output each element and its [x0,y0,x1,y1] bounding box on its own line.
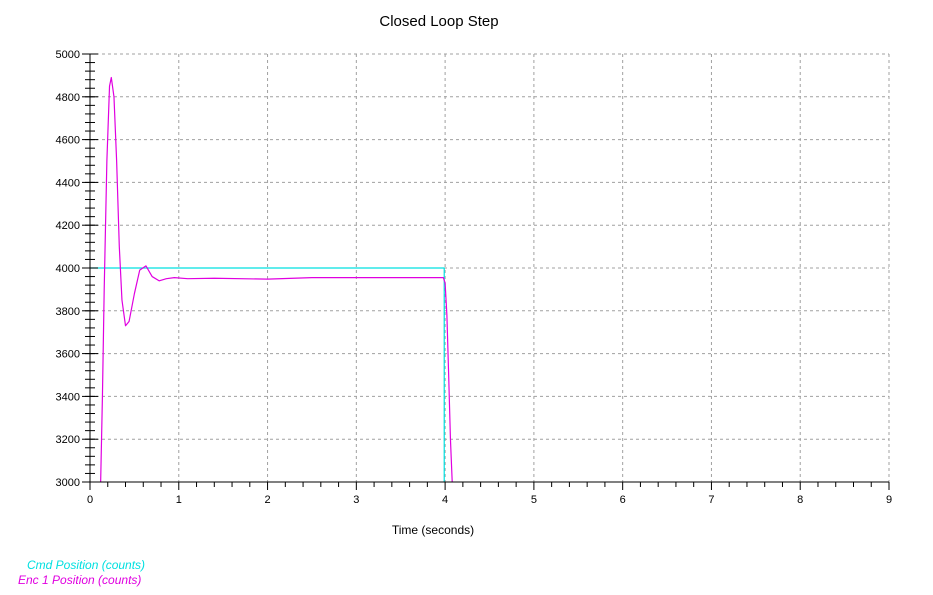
y-tick-label: 3800 [56,306,80,318]
y-tick-label: 3400 [56,391,80,403]
legend: Cmd Position (counts) Enc 1 Position (co… [18,558,145,588]
y-tick-label: 4800 [56,92,80,104]
x-tick-label: 2 [264,494,270,506]
y-tick-label: 5000 [56,49,80,61]
y-tick-label: 4600 [56,135,80,147]
y-tick-label: 3600 [56,349,80,361]
y-tick-label: 4200 [56,220,80,232]
x-tick-label: 9 [886,494,892,506]
axes: 0 1 2 3 4 5 6 7 8 9 3000 3200 3400 3600 3800 4000 4200 44… [56,49,893,506]
y-tick-label: 3000 [56,477,80,489]
y-tick-label: 3200 [56,434,80,446]
x-axis-label: Time (seconds) [392,523,474,537]
series-cmd-position [90,267,445,482]
series-enc1-position [100,76,453,483]
x-tick-label: 7 [708,494,714,506]
x-tick-label: 5 [531,494,537,506]
legend-item-enc1-position: Enc 1 Position (counts) [18,573,142,587]
x-tick-label: 0 [87,494,93,506]
chart-title: Closed Loop Step [379,13,498,30]
x-tick-label: 3 [353,494,359,506]
y-tick-label: 4400 [56,177,80,189]
y-tick-label: 4000 [56,263,80,275]
x-tick-label: 6 [620,494,626,506]
legend-item-cmd-position: Cmd Position (counts) [27,558,146,572]
x-tick-label: 1 [176,494,182,506]
x-tick-label: 8 [797,494,803,506]
series-layer [90,76,453,483]
x-tick-label: 4 [442,494,448,506]
